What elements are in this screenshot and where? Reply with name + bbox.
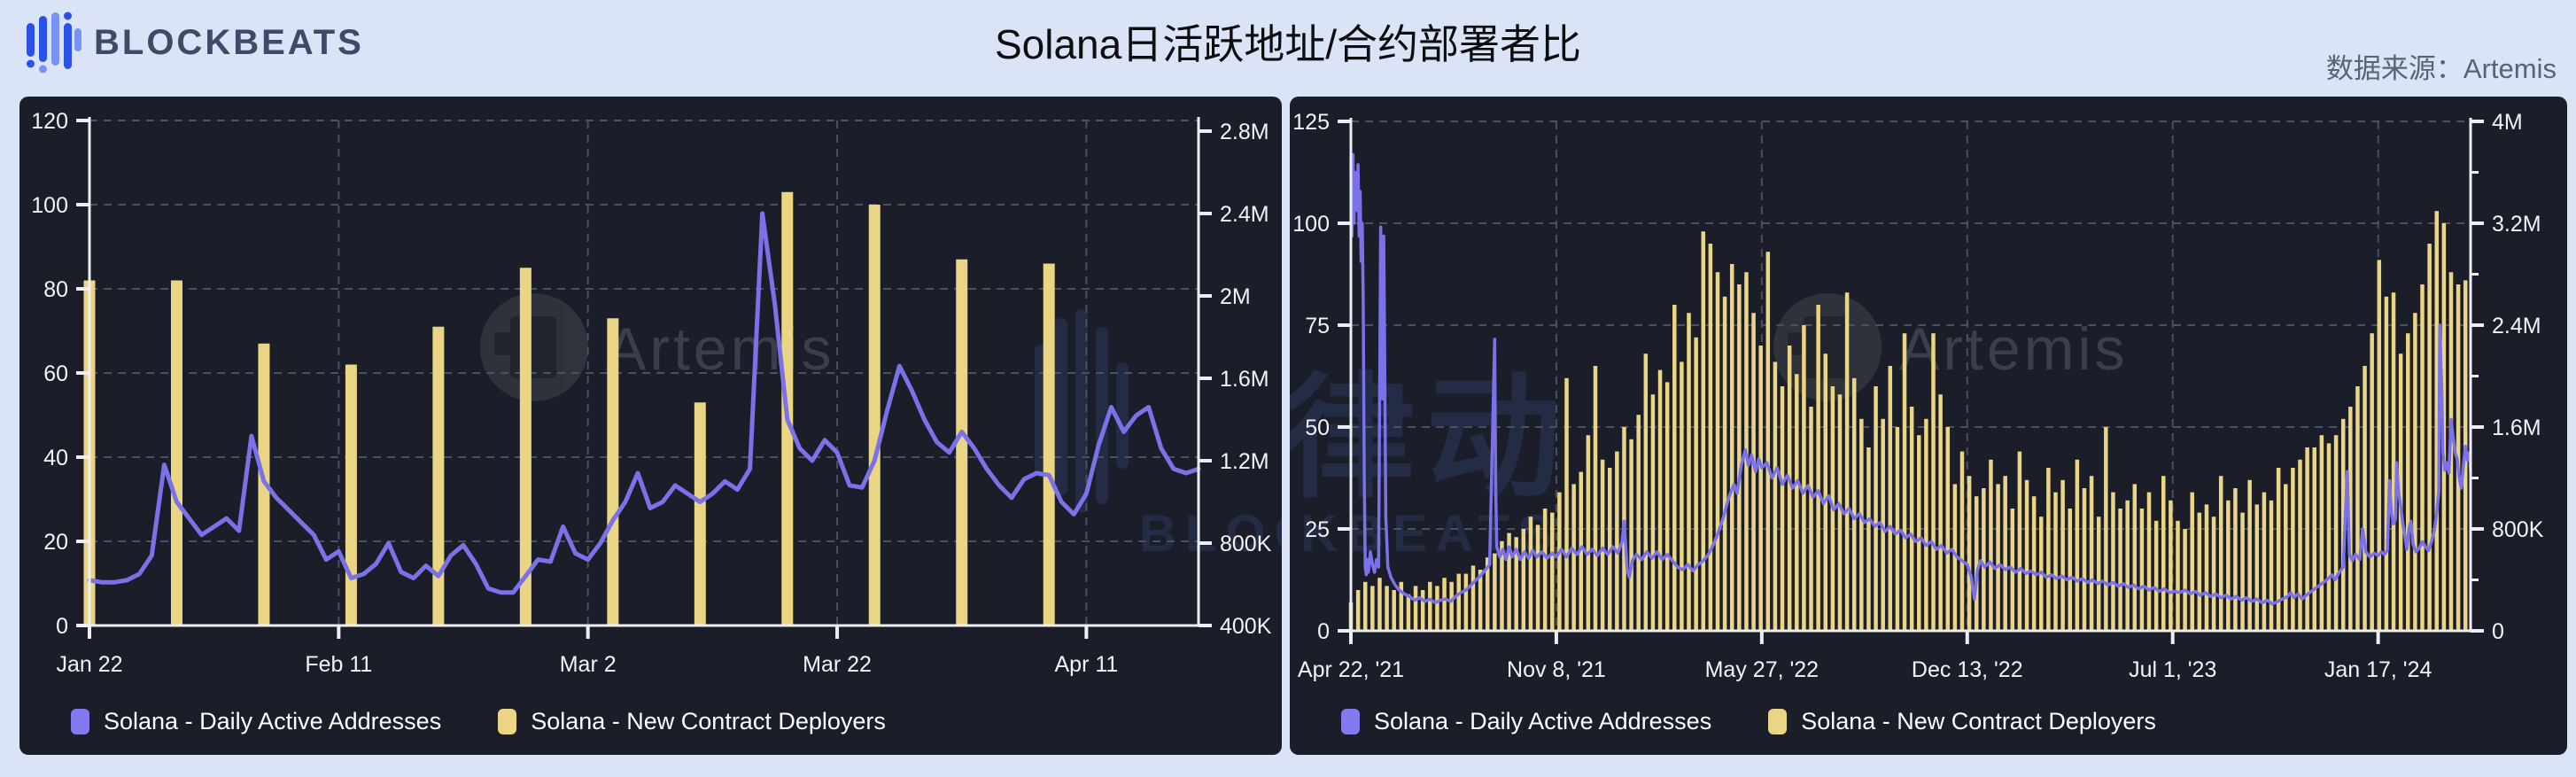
bar-series-new-contract-deployers[interactable]: [1348, 211, 2468, 631]
svg-text:100: 100: [31, 193, 68, 218]
svg-text:0: 0: [56, 614, 68, 639]
svg-text:4M: 4M: [2492, 110, 2523, 135]
legend-swatch-line: [71, 709, 89, 734]
legend-label-bars: Solana - New Contract Deployers: [1801, 708, 2156, 734]
svg-text:Apr 11: Apr 11: [1054, 652, 1118, 677]
svg-text:1.6M: 1.6M: [1220, 367, 1269, 392]
blockbeats-logo-icon: [27, 12, 81, 74]
legend-swatch-bars: [498, 709, 517, 734]
svg-text:120: 120: [31, 109, 68, 134]
legend-item-new-contract-deployers[interactable]: Solana - New Contract Deployers: [498, 708, 886, 735]
svg-text:Mar 2: Mar 2: [560, 652, 617, 677]
legend-label-line: Solana - Daily Active Addresses: [1374, 708, 1712, 734]
axis-labels: 0 25 50 75 100 125 0 800K 1.6M 2.4M 3.2M 4M Apr 22, …: [1292, 110, 2543, 682]
svg-text:Apr 22, '21: Apr 22, '21: [1298, 657, 1404, 682]
legend-label-line: Solana - Daily Active Addresses: [104, 708, 442, 734]
legend-swatch-line: [1341, 709, 1360, 734]
svg-text:75: 75: [1305, 314, 1330, 338]
legend-item-daily-active-addresses[interactable]: Solana - Daily Active Addresses: [71, 708, 441, 735]
svg-text:400K: 400K: [1220, 614, 1272, 639]
svg-text:20: 20: [43, 530, 68, 555]
line-series-daily-active-addresses[interactable]: [87, 211, 1201, 595]
svg-text:40: 40: [43, 446, 68, 470]
blockbeats-logo: BLOCKBEATS: [25, 9, 364, 76]
svg-text:0: 0: [1317, 619, 1330, 644]
gridlines: [89, 120, 1199, 625]
chart-panel-3-years: 律动 BLOCKBEATS Artemis 02550751001250800K…: [1290, 97, 2567, 755]
legend-label-bars: Solana - New Contract Deployers: [531, 708, 886, 734]
axes: [76, 117, 1212, 639]
chart-panel-3-months: 律动 BLOCKBEATS Artemis 020406080100120400…: [19, 97, 1282, 755]
svg-text:Feb 11: Feb 11: [305, 652, 372, 677]
svg-text:50: 50: [1305, 416, 1330, 440]
svg-text:May 27, '22: May 27, '22: [1705, 657, 1819, 682]
svg-text:0: 0: [2492, 619, 2504, 644]
data-source-label: 数据来源：Artemis: [2325, 53, 2557, 84]
bar-series-new-contract-deployers[interactable]: [83, 191, 1055, 625]
svg-text:Jan 17, '24: Jan 17, '24: [2324, 657, 2432, 682]
axes: [1338, 118, 2484, 644]
svg-text:1.6M: 1.6M: [2492, 416, 2541, 440]
svg-text:80: 80: [43, 277, 68, 302]
blockbeats-logo-text: BLOCKBEATS: [94, 22, 364, 62]
svg-text:25: 25: [1305, 517, 1330, 542]
svg-text:800K: 800K: [2492, 517, 2544, 542]
legend-swatch-bars: [1768, 709, 1788, 734]
chart-plot-3-years[interactable]: 0 25 50 75 100 125 0 800K 1.6M 2.4M 3.2M 4M Apr 22, …: [1290, 97, 2567, 755]
svg-text:Jul 1, '23: Jul 1, '23: [2129, 657, 2216, 682]
svg-text:Jan 22: Jan 22: [56, 652, 122, 677]
legend-item-daily-active-addresses[interactable]: Solana - Daily Active Addresses: [1341, 708, 1711, 735]
svg-text:2.4M: 2.4M: [2492, 314, 2541, 338]
legend-item-new-contract-deployers[interactable]: Solana - New Contract Deployers: [1768, 708, 2156, 735]
svg-text:2M: 2M: [1220, 284, 1251, 309]
svg-text:800K: 800K: [1220, 532, 1272, 556]
chart-plot-3-months[interactable]: 0 20 40 60 80 100 120 400K 800K 1.2M 1.6M 2M 2.4M 2.8…: [19, 97, 1282, 755]
legend-left: Solana - Daily Active Addresses Solana -…: [71, 708, 886, 735]
legend-right: Solana - Daily Active Addresses Solana -…: [1341, 708, 2156, 735]
svg-text:2.8M: 2.8M: [1220, 120, 1269, 144]
svg-text:60: 60: [43, 361, 68, 386]
page-header: BLOCKBEATS Solana日活跃地址/合约部署者比 数据来源：Artem…: [0, 0, 2576, 95]
svg-text:3.2M: 3.2M: [2492, 212, 2541, 237]
svg-text:Mar 22: Mar 22: [803, 652, 872, 677]
axis-labels: 0 20 40 60 80 100 120 400K 800K 1.2M 1.6M 2M 2.4M 2.8…: [31, 109, 1271, 677]
line-series-daily-active-addresses[interactable]: [1349, 152, 2472, 606]
page-title: Solana日活跃地址/合约部署者比: [994, 21, 1581, 67]
svg-text:2.4M: 2.4M: [1220, 202, 1269, 227]
svg-text:1.2M: 1.2M: [1220, 449, 1269, 474]
svg-text:Nov 8, '21: Nov 8, '21: [1507, 657, 1606, 682]
svg-text:Dec 13, '22: Dec 13, '22: [1912, 657, 2023, 682]
svg-text:125: 125: [1292, 110, 1330, 135]
svg-text:100: 100: [1292, 212, 1330, 237]
